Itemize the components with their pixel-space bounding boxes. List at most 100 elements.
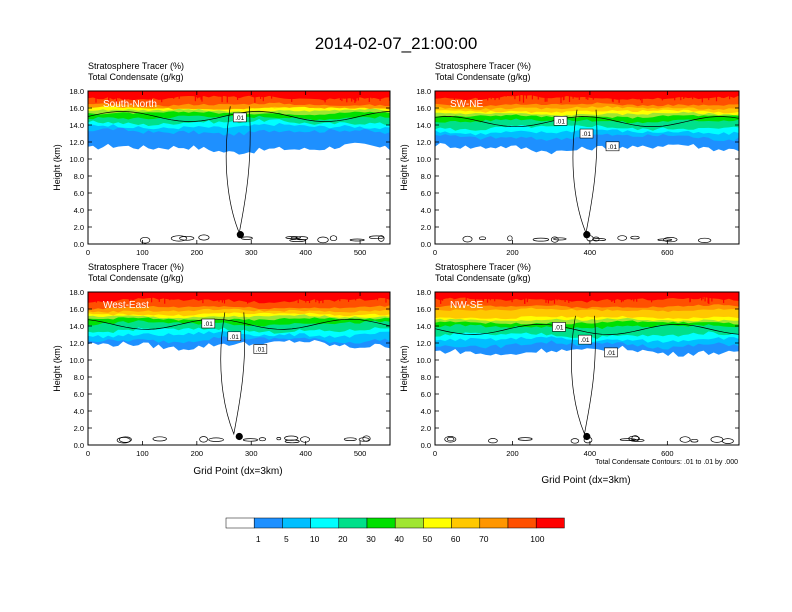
contour-label: .01 [606,142,619,151]
contour-low-cloud [243,439,257,442]
x-tick-label: 400 [299,248,312,257]
tracer-spike [460,91,461,97]
tracer-spike [471,292,472,296]
tracer-spike [213,292,214,300]
x-tick-label: 600 [661,449,674,458]
tracer-spike [187,292,188,296]
contour-low-cloud [533,238,549,241]
tracer-spike [126,91,127,98]
tracer-spike [160,292,161,298]
svg-text:.01: .01 [235,115,244,122]
y-tick-label: 16.0 [416,104,431,113]
colorbar-swatch [452,518,480,528]
tracer-spike [364,292,365,299]
tracer-spike [480,292,481,297]
y-axis-label: Height (km) [52,144,62,191]
contour-low-cloud [508,236,513,241]
contour-low-cloud [200,437,208,443]
y-tick-label: 4.0 [421,407,431,416]
contour-low-cloud [691,439,698,442]
tracer-spike [348,292,349,302]
y-tick-label: 10.0 [416,356,431,365]
tracer-spike [440,91,441,98]
colorbar-swatch [423,518,451,528]
contour-label: .01 [233,113,246,122]
tracer-spike [641,91,642,103]
tracer-spike [708,91,709,100]
tracer-spike [104,292,105,298]
y-tick-label: 2.0 [421,223,431,232]
colorbar-label: 1 [256,534,261,544]
tracer-spike [319,292,320,303]
tracer-spike [723,91,724,96]
y-tick-label: 18.0 [416,288,431,297]
y-tick-label: 2.0 [74,424,84,433]
tracer-spike [593,91,594,100]
panel-label: NW-SE [450,300,483,311]
tracer-spike [334,91,335,98]
panel-west-east: Stratosphere Tracer (%)Total Condensate … [52,262,391,458]
tracer-spike [357,91,358,95]
contour-label: .01 [578,335,591,344]
y-tick-label: 8.0 [74,172,84,181]
tracer-spike [548,91,549,96]
svg-text:.01: .01 [580,337,589,344]
panel-south-north: Stratosphere Tracer (%)Total Condensate … [52,61,390,257]
tracer-spike [205,292,206,297]
panel-header-line1: Stratosphere Tracer (%) [88,262,184,272]
tracer-spike [587,91,588,100]
contour-low-cloud [318,237,329,243]
y-tick-label: 6.0 [421,390,431,399]
tracer-spike [560,91,561,103]
svg-text:.01: .01 [606,350,615,357]
contour-low-cloud [571,439,579,444]
y-tick-label: 16.0 [416,305,431,314]
y-axis-label: Height (km) [399,144,409,191]
x-tick-label: 0 [86,449,90,458]
tracer-spike [499,91,500,100]
tracer-spike [169,91,170,97]
tracer-spike [369,91,370,102]
tracer-spike [300,292,301,300]
tracer-spike [95,91,96,103]
y-tick-label: 18.0 [69,288,84,297]
x-tick-label: 400 [299,449,312,458]
location-marker [237,231,244,238]
colorbar-label: 5 [284,534,289,544]
contour-low-cloud [722,439,733,444]
y-tick-label: 6.0 [421,189,431,198]
y-tick-label: 12.0 [69,339,84,348]
tracer-spike [256,91,257,96]
panels: Stratosphere Tracer (%)Total Condensate … [52,61,739,458]
tracer-spike [490,292,491,300]
tracer-spike [120,292,121,297]
x-tick-label: 400 [584,449,597,458]
contour-low-cloud [199,235,209,240]
contour-low-cloud [488,439,497,443]
tracer-spike [683,91,684,99]
tracer-spike [222,292,223,303]
y-tick-label: 0.0 [421,441,431,450]
tracer-spike [224,292,225,304]
y-tick-label: 16.0 [69,305,84,314]
tracer-spike [380,91,381,98]
tracer-spike [605,292,606,299]
contour-low-cloud [631,236,640,239]
tracer-spike [708,292,709,304]
tracer-spike [220,91,221,97]
contour-low-cloud [241,237,252,240]
tracer-spike [645,292,646,298]
x-axis-label-right: Grid Point (dx=3km) [541,475,630,486]
tracer-spike [96,292,97,303]
tracer-spike [705,91,706,98]
tracer-spike [165,292,166,299]
tracer-spike [527,292,528,302]
y-tick-label: 14.0 [416,322,431,331]
tracer-spike [338,91,339,98]
tracer-spike [350,292,351,299]
svg-text:.01: .01 [256,347,265,354]
tracer-spike [453,292,454,299]
y-tick-label: 6.0 [74,390,84,399]
contour-label: .01 [554,116,567,125]
y-tick-label: 12.0 [69,138,84,147]
